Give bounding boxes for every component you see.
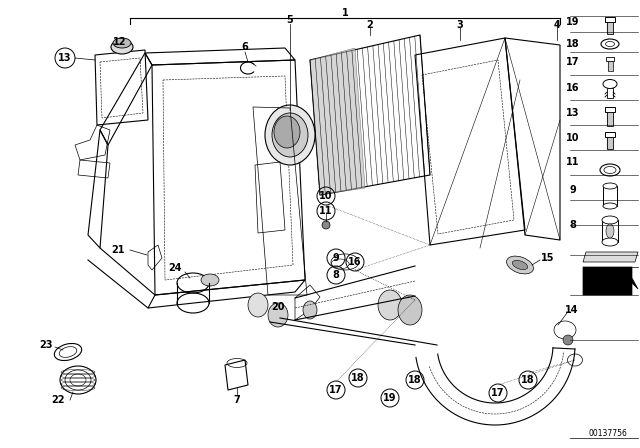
Text: 17: 17 bbox=[566, 57, 580, 67]
Text: 11: 11 bbox=[319, 206, 333, 216]
Text: 18: 18 bbox=[408, 375, 422, 385]
Text: 9: 9 bbox=[333, 253, 339, 263]
Polygon shape bbox=[583, 252, 638, 262]
Text: 18: 18 bbox=[351, 373, 365, 383]
Bar bbox=[603, 186, 617, 206]
Text: 17: 17 bbox=[329, 385, 343, 395]
Text: 1: 1 bbox=[342, 8, 348, 18]
Ellipse shape bbox=[398, 295, 422, 325]
Ellipse shape bbox=[378, 290, 402, 320]
Ellipse shape bbox=[507, 256, 533, 274]
Ellipse shape bbox=[603, 203, 617, 209]
Text: 23: 23 bbox=[39, 340, 52, 350]
Text: 11: 11 bbox=[566, 157, 580, 167]
Text: 9: 9 bbox=[570, 185, 577, 195]
Text: 13: 13 bbox=[58, 53, 72, 63]
Ellipse shape bbox=[272, 113, 308, 157]
Ellipse shape bbox=[603, 183, 617, 189]
Text: 19: 19 bbox=[383, 393, 397, 403]
Ellipse shape bbox=[602, 216, 618, 224]
Bar bbox=[605, 17, 615, 22]
Text: 18: 18 bbox=[521, 375, 535, 385]
Ellipse shape bbox=[265, 105, 315, 165]
Ellipse shape bbox=[604, 167, 616, 173]
Text: 2: 2 bbox=[367, 20, 373, 30]
Text: 16: 16 bbox=[348, 257, 362, 267]
Ellipse shape bbox=[601, 39, 619, 49]
Text: 10: 10 bbox=[566, 133, 580, 143]
Ellipse shape bbox=[268, 303, 288, 327]
Ellipse shape bbox=[201, 274, 219, 286]
Text: 7: 7 bbox=[234, 395, 241, 405]
Ellipse shape bbox=[303, 301, 317, 319]
Bar bbox=[607, 112, 613, 126]
Bar bbox=[605, 132, 615, 137]
Text: 15: 15 bbox=[541, 253, 555, 263]
Ellipse shape bbox=[274, 116, 300, 148]
Text: 4: 4 bbox=[554, 20, 561, 30]
Circle shape bbox=[563, 335, 573, 345]
Ellipse shape bbox=[248, 293, 268, 317]
Text: 10: 10 bbox=[319, 191, 333, 201]
Bar bbox=[602, 220, 618, 242]
Ellipse shape bbox=[606, 224, 614, 238]
Text: 00137756: 00137756 bbox=[589, 428, 627, 438]
Ellipse shape bbox=[602, 238, 618, 246]
Text: 17: 17 bbox=[492, 388, 505, 398]
Polygon shape bbox=[310, 48, 365, 195]
Text: 19: 19 bbox=[566, 17, 580, 27]
Text: 3: 3 bbox=[456, 20, 463, 30]
Text: 22: 22 bbox=[51, 395, 65, 405]
Ellipse shape bbox=[111, 40, 133, 54]
Text: 21: 21 bbox=[111, 245, 125, 255]
Text: 8: 8 bbox=[333, 270, 339, 280]
Ellipse shape bbox=[600, 164, 620, 176]
Circle shape bbox=[322, 221, 330, 229]
Text: 14: 14 bbox=[565, 305, 579, 315]
Bar bbox=[607, 88, 613, 98]
Text: 24: 24 bbox=[168, 263, 182, 273]
Text: 6: 6 bbox=[242, 42, 248, 52]
Text: 20: 20 bbox=[271, 302, 285, 312]
Bar bbox=[607, 137, 613, 149]
Ellipse shape bbox=[113, 38, 131, 48]
Ellipse shape bbox=[603, 79, 617, 89]
Text: 13: 13 bbox=[566, 108, 580, 118]
Polygon shape bbox=[583, 267, 638, 295]
Bar bbox=[606, 57, 614, 61]
Ellipse shape bbox=[605, 42, 614, 47]
Bar bbox=[607, 61, 612, 71]
Text: 18: 18 bbox=[566, 39, 580, 49]
Bar bbox=[607, 22, 613, 34]
Text: 5: 5 bbox=[287, 15, 293, 25]
Text: 12: 12 bbox=[113, 37, 127, 47]
Text: 8: 8 bbox=[570, 220, 577, 230]
Text: 16: 16 bbox=[566, 83, 580, 93]
Ellipse shape bbox=[513, 260, 527, 270]
Bar bbox=[605, 107, 615, 112]
